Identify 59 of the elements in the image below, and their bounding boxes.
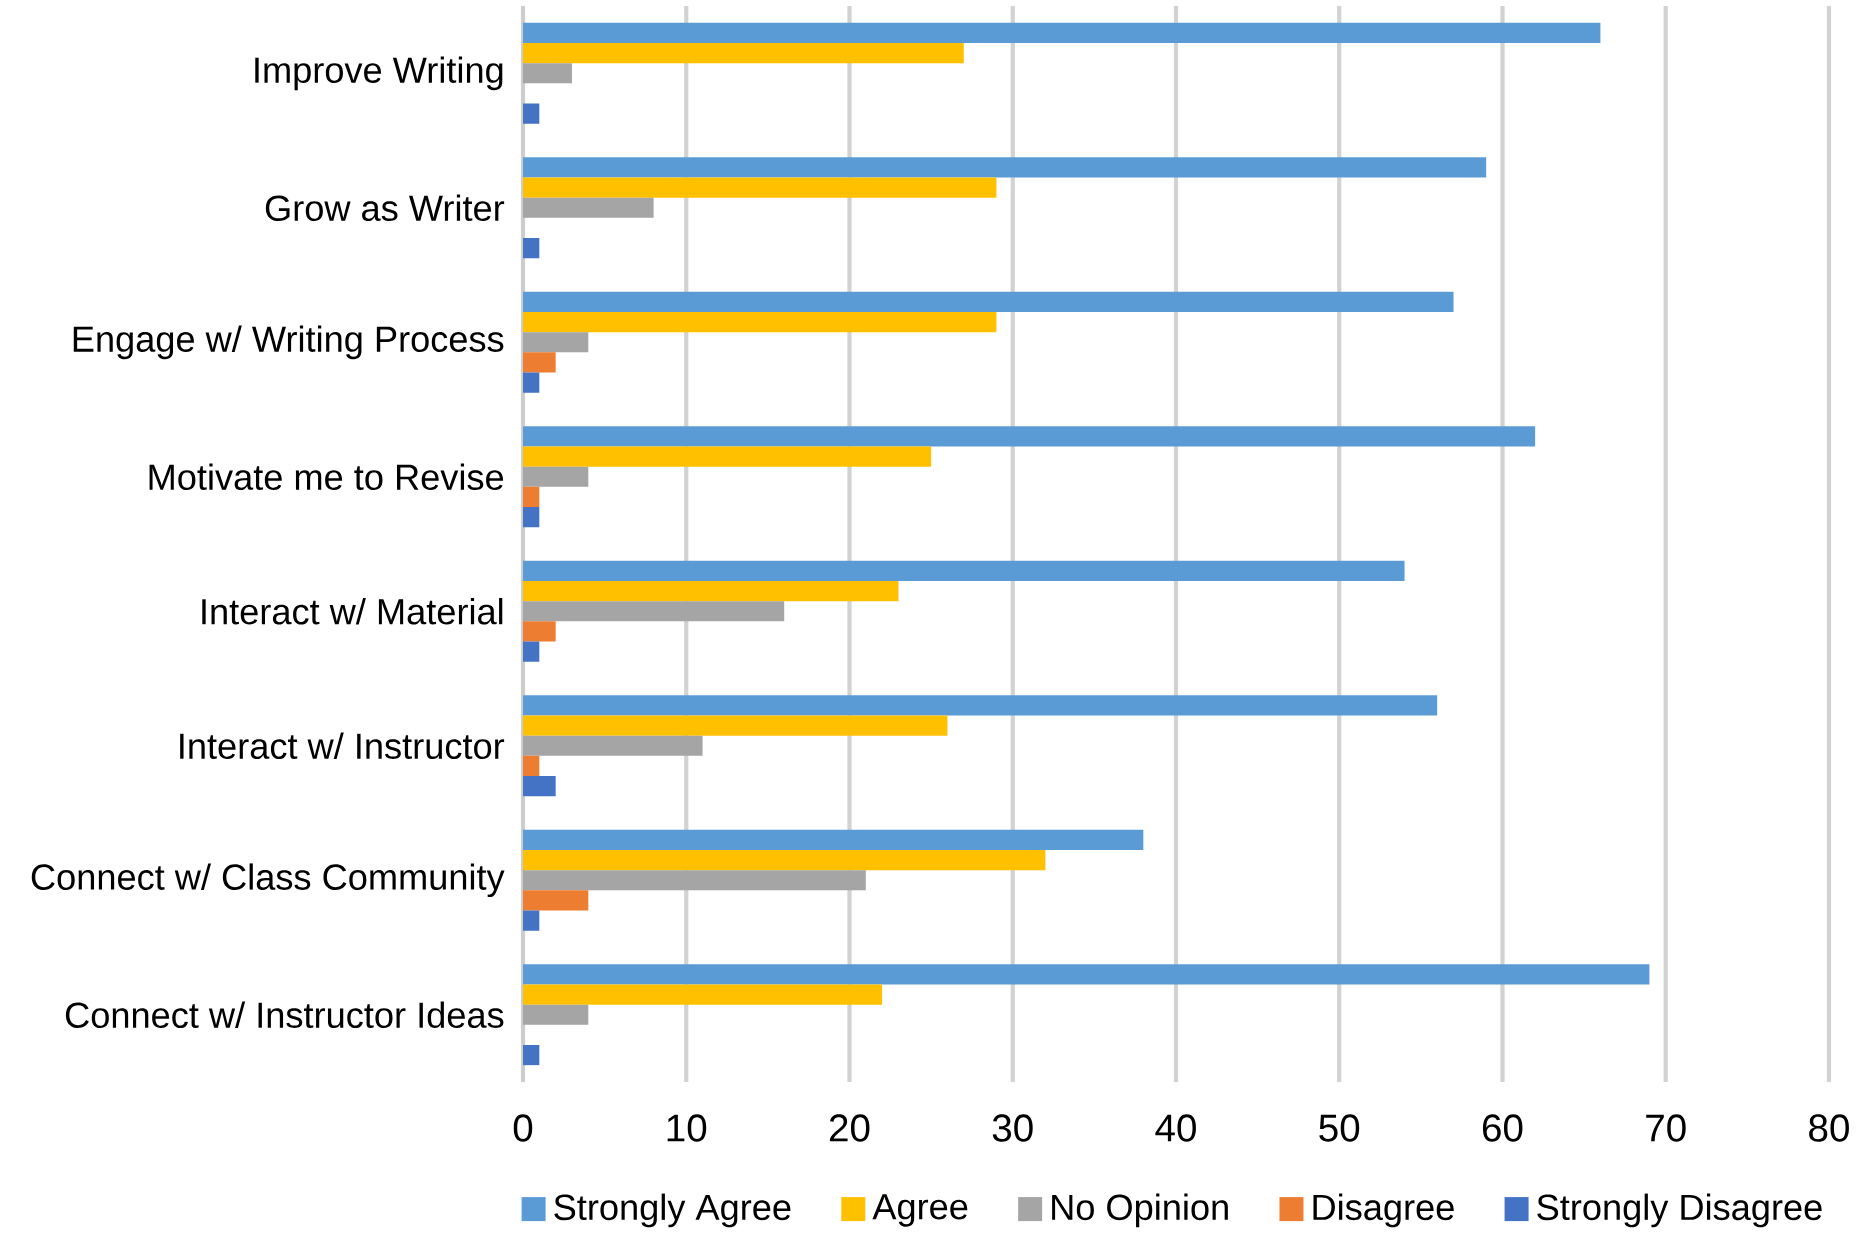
y-tick-label: Improve Writing xyxy=(255,56,503,91)
y-tick-label: Interact w/ Material xyxy=(202,597,503,625)
bar xyxy=(523,641,540,662)
legend-label: Strongly Disagree xyxy=(1537,1193,1822,1228)
bar xyxy=(523,601,785,622)
x-tick-label: 50 xyxy=(1319,1114,1360,1142)
y-tick-label: Connect w/ Class Community xyxy=(31,863,505,898)
x-tick-label: 60 xyxy=(1482,1114,1523,1142)
bar xyxy=(523,177,997,198)
bar xyxy=(523,426,1536,447)
legend-label: Strongly Agree xyxy=(554,1193,791,1228)
bar xyxy=(523,850,1046,871)
legend-label: No Opinion xyxy=(1052,1193,1228,1228)
x-tick-label: 10 xyxy=(667,1114,707,1142)
x-tick-label: 0 xyxy=(513,1114,533,1142)
bar xyxy=(523,446,932,467)
bar xyxy=(523,291,1454,313)
bar xyxy=(523,910,540,931)
legend-label: Disagree xyxy=(1313,1193,1454,1228)
bar xyxy=(523,486,540,508)
bar xyxy=(523,581,899,602)
bar xyxy=(523,22,1601,44)
bar xyxy=(523,621,556,642)
bar xyxy=(523,43,964,64)
bar xyxy=(523,695,1438,716)
y-tick-label: Connect w/ Instructor Ideas xyxy=(65,1001,504,1029)
y-tick-label: Motivate me to Revise xyxy=(149,463,504,491)
bar xyxy=(523,372,540,393)
y-tick-label: Engage w/ Writing Process xyxy=(73,325,504,360)
bar xyxy=(523,238,540,259)
bar xyxy=(523,829,1144,850)
bar xyxy=(523,103,540,124)
bar xyxy=(523,157,1487,178)
x-tick-label: 70 xyxy=(1646,1114,1686,1142)
bar xyxy=(523,466,589,487)
bar xyxy=(523,755,540,777)
bar xyxy=(523,984,883,1005)
bar xyxy=(523,197,654,218)
bar xyxy=(523,964,1650,985)
bar xyxy=(523,870,866,891)
y-tick-label: Interact w/ Instructor xyxy=(180,732,505,760)
bar xyxy=(523,63,572,84)
x-tick-label: 30 xyxy=(992,1114,1033,1142)
y-tick-label: Grow as Writer xyxy=(265,194,505,222)
bar xyxy=(523,507,540,528)
bar xyxy=(523,1045,540,1066)
x-tick-label: 20 xyxy=(829,1114,870,1142)
x-tick-label: 80 xyxy=(1809,1114,1849,1142)
bar xyxy=(523,1004,589,1025)
bar xyxy=(523,312,997,333)
bar xyxy=(523,560,1405,582)
bar xyxy=(523,735,703,756)
bar xyxy=(523,715,948,736)
bar xyxy=(523,352,556,373)
legend-label: Agree xyxy=(872,1194,968,1227)
bar xyxy=(523,332,589,353)
bar xyxy=(523,776,556,797)
bar xyxy=(523,890,589,911)
x-tick-label: 40 xyxy=(1155,1114,1196,1142)
